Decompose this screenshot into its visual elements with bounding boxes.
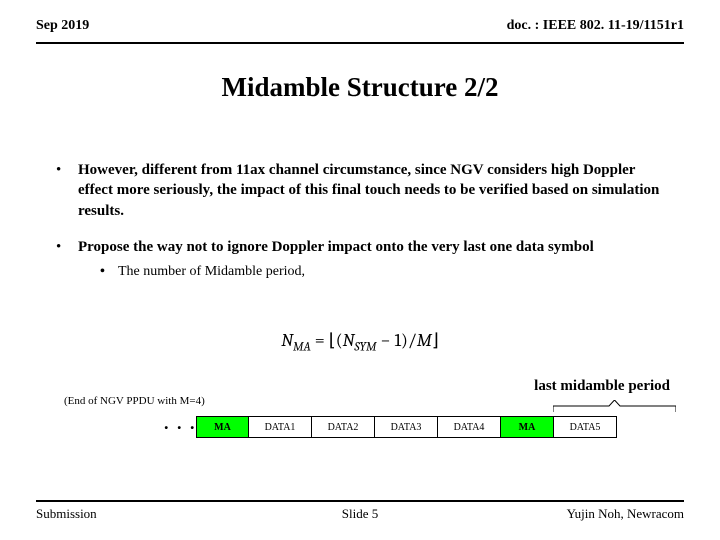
sub-bullet-marker: •	[100, 263, 118, 282]
formula-div: )/	[401, 330, 417, 351]
floor-left: ⌊(	[329, 330, 343, 351]
bullet-text-2-main: Propose the way not to ignore Doppler im…	[78, 239, 594, 255]
footer-center: Slide 5	[0, 506, 720, 522]
block-data: DATA2	[312, 416, 375, 438]
block-data: DATA1	[249, 416, 312, 438]
formula-m: M	[417, 330, 432, 351]
bracket-indicator	[553, 400, 676, 412]
header-date: Sep 2019	[36, 18, 89, 34]
formula-sym-var: N	[343, 330, 355, 351]
last-midamble-label: last midamble period	[534, 378, 670, 395]
bullet-text-1: However, different from 11ax channel cir…	[78, 160, 664, 221]
formula-minus1: − 1	[381, 330, 401, 351]
bullet-text-2: Propose the way not to ignore Doppler im…	[78, 237, 594, 282]
formula-lhs-sub: MA	[293, 341, 311, 355]
slide-title: Midamble Structure 2/2	[0, 72, 720, 103]
formula-sym-sub: SYM	[354, 341, 376, 355]
block-data: DATA4	[438, 416, 501, 438]
bullet-list: • However, different from 11ax channel c…	[56, 160, 664, 298]
bullet-marker: •	[56, 160, 78, 221]
footer-rule	[36, 500, 684, 502]
header-docid: doc. : IEEE 802. 11-19/1151r1	[507, 18, 684, 34]
block-ma: MA	[501, 416, 554, 438]
sub-bullet-item: • The number of Midamble period,	[100, 263, 594, 282]
bullet-item-1: • However, different from 11ax channel c…	[56, 160, 664, 221]
bullet-marker: •	[56, 237, 78, 282]
slide-header: Sep 2019 doc. : IEEE 802. 11-19/1151r1	[36, 18, 684, 34]
block-ma: MA	[196, 416, 249, 438]
block-row: MADATA1DATA2DATA3DATA4MADATA5	[196, 416, 617, 438]
header-rule	[36, 42, 684, 44]
block-data: DATA3	[375, 416, 438, 438]
sub-bullet-text: The number of Midamble period,	[118, 263, 305, 282]
end-of-ppdu-note: (End of NGV PPDU with M=4)	[64, 395, 205, 407]
floor-right: ⌋	[432, 330, 439, 351]
block-data: DATA5	[554, 416, 617, 438]
formula-lhs-var: N	[281, 330, 293, 351]
ellipsis: . . .	[164, 413, 197, 434]
bullet-item-2: • Propose the way not to ignore Doppler …	[56, 237, 664, 282]
eq-sign: =	[315, 330, 329, 351]
formula: NMA = ⌊(NSYM − 1)/M⌋	[0, 330, 720, 355]
